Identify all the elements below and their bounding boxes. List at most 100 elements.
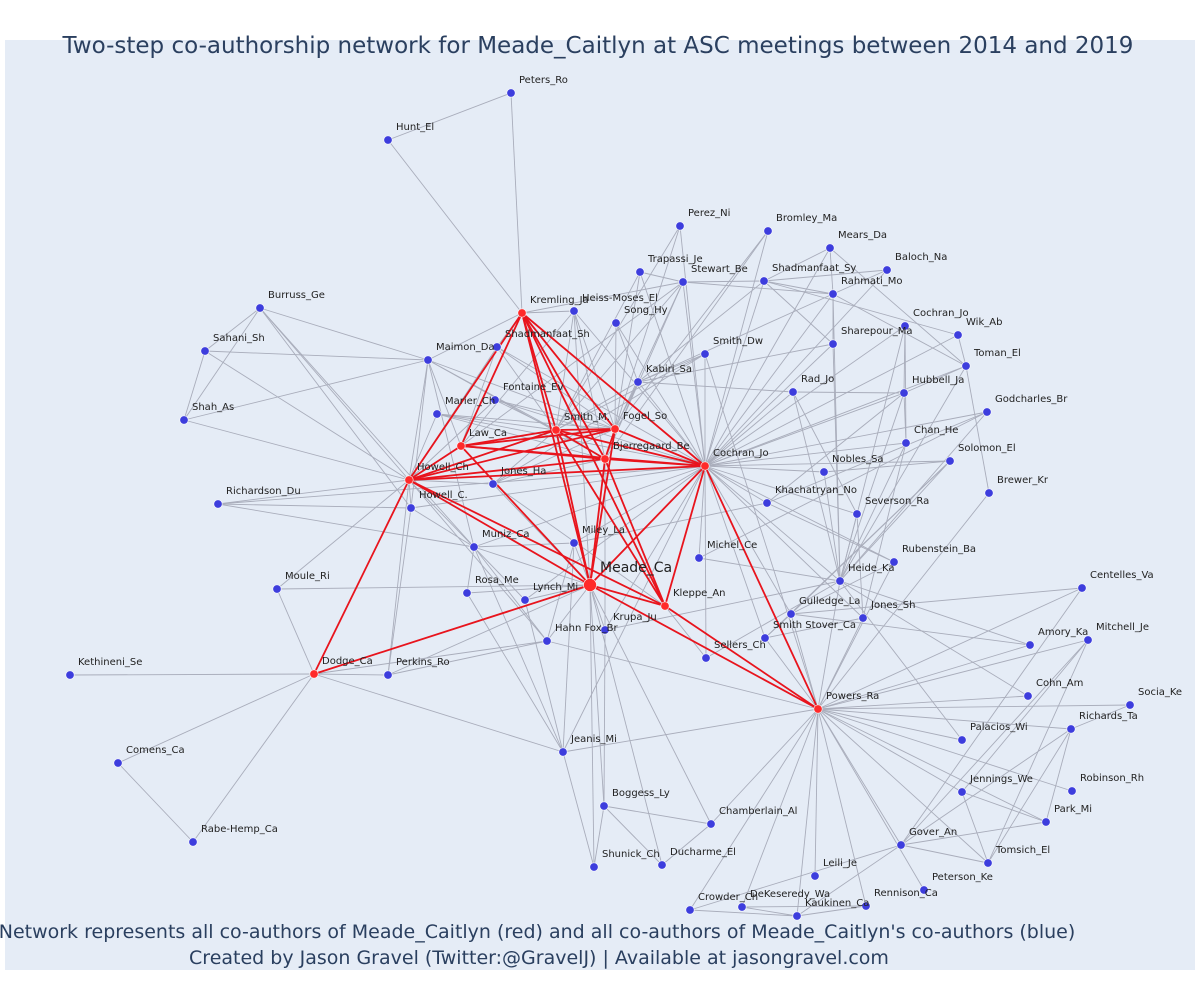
node-shunick-ch[interactable] bbox=[589, 862, 599, 872]
node-lynch-mi[interactable] bbox=[520, 595, 530, 605]
node-smith-m-[interactable] bbox=[551, 425, 561, 435]
node-law-ca[interactable] bbox=[456, 441, 466, 451]
node-rennison-ca[interactable] bbox=[861, 901, 871, 911]
node-dekeseredy-wa[interactable] bbox=[737, 902, 747, 912]
node-cochran-jo[interactable] bbox=[700, 461, 710, 471]
node-brewer-kr[interactable] bbox=[984, 488, 994, 498]
node-moule-ri[interactable] bbox=[272, 584, 282, 594]
node-boggess-ly[interactable] bbox=[599, 801, 609, 811]
node-peters-ro[interactable] bbox=[506, 88, 516, 98]
edge-gray bbox=[639, 271, 706, 467]
edge-gray bbox=[741, 905, 867, 908]
node-toman-el[interactable] bbox=[961, 361, 971, 371]
node-meade-ca[interactable] bbox=[583, 578, 597, 592]
node-fogel-so[interactable] bbox=[610, 424, 620, 434]
node-hubbell-ja[interactable] bbox=[899, 388, 909, 398]
node-powers-ra[interactable] bbox=[813, 704, 823, 714]
node-bjerregaard-be[interactable] bbox=[600, 454, 610, 464]
node-gulledge-la[interactable] bbox=[786, 609, 796, 619]
node-rahmati-mo[interactable] bbox=[828, 289, 838, 299]
node-smith-stover-ca[interactable] bbox=[760, 633, 770, 643]
node-gover-an[interactable] bbox=[896, 840, 906, 850]
node-smith-dw[interactable] bbox=[700, 349, 710, 359]
node-heiss-moses-el[interactable] bbox=[569, 306, 579, 316]
node-jeanis-mi[interactable] bbox=[558, 747, 568, 757]
node-centelles-va[interactable] bbox=[1077, 583, 1087, 593]
node-trapassi-je[interactable] bbox=[635, 267, 645, 277]
node-shah-as[interactable] bbox=[179, 415, 189, 425]
node-bromley-ma[interactable] bbox=[763, 226, 773, 236]
node-kleppe-an[interactable] bbox=[660, 601, 670, 611]
node-jones-ha[interactable] bbox=[488, 479, 498, 489]
node-fontaine-ev[interactable] bbox=[490, 395, 500, 405]
node-howell-ch[interactable] bbox=[404, 475, 414, 485]
node-sahani-sh[interactable] bbox=[200, 346, 210, 356]
node-burruss-ge[interactable] bbox=[255, 303, 265, 313]
node-amory-ka[interactable] bbox=[1025, 640, 1035, 650]
node-godcharles-br[interactable] bbox=[982, 407, 992, 417]
node-crowder-ch[interactable] bbox=[685, 905, 695, 915]
node-khachatryan-no[interactable] bbox=[762, 498, 772, 508]
node-perkins-ro[interactable] bbox=[383, 670, 393, 680]
node-park-mi[interactable] bbox=[1041, 817, 1051, 827]
node-maimon-da[interactable] bbox=[423, 355, 433, 365]
node-jones-sh[interactable] bbox=[858, 613, 868, 623]
edge-gray bbox=[473, 546, 548, 642]
node-rabe-hemp-ca[interactable] bbox=[188, 837, 198, 847]
node-rosa-me[interactable] bbox=[462, 588, 472, 598]
node-michel-ce[interactable] bbox=[694, 553, 704, 563]
node-robinson-rh[interactable] bbox=[1067, 786, 1077, 796]
node-palacios-wi[interactable] bbox=[957, 735, 967, 745]
node-chamberlain-al[interactable] bbox=[706, 819, 716, 829]
node-cohn-am[interactable] bbox=[1023, 691, 1033, 701]
node-kabiri-sa[interactable] bbox=[633, 377, 643, 387]
edge-red bbox=[664, 605, 819, 710]
node-richards-ta[interactable] bbox=[1066, 724, 1076, 734]
node-label: Hubbell_Ja bbox=[912, 375, 964, 386]
node-socia-ke[interactable] bbox=[1125, 700, 1135, 710]
node-richardson-du[interactable] bbox=[213, 499, 223, 509]
node-howell-c-[interactable] bbox=[406, 503, 416, 513]
edge-gray bbox=[436, 413, 557, 431]
edge-gray bbox=[259, 307, 429, 361]
node-comens-ca[interactable] bbox=[113, 758, 123, 768]
node-hahn-fox-br[interactable] bbox=[542, 636, 552, 646]
node-dodge-ca[interactable] bbox=[309, 669, 319, 679]
node-sharepour-ma[interactable] bbox=[828, 339, 838, 349]
node-rad-jo[interactable] bbox=[788, 387, 798, 397]
node-nobles-sa[interactable] bbox=[819, 467, 829, 477]
node-muniz-ca[interactable] bbox=[469, 542, 479, 552]
node-rubenstein-ba[interactable] bbox=[889, 557, 899, 567]
node-sellers-ch[interactable] bbox=[701, 653, 711, 663]
node-cochran-jo2[interactable] bbox=[900, 321, 910, 331]
node-mears-da[interactable] bbox=[825, 243, 835, 253]
node-baloch-na[interactable] bbox=[882, 265, 892, 275]
node-tomsich-el[interactable] bbox=[983, 858, 993, 868]
node-hunt-el[interactable] bbox=[383, 135, 393, 145]
node-marier-ch[interactable] bbox=[432, 409, 442, 419]
node-shadmanfaat-sh[interactable] bbox=[492, 342, 502, 352]
node-miley-la[interactable] bbox=[569, 538, 579, 548]
node-ducharme-el[interactable] bbox=[657, 860, 667, 870]
node-stewart-be[interactable] bbox=[678, 277, 688, 287]
node-shadmanfaat-sy[interactable] bbox=[759, 276, 769, 286]
node-label: Park_Mi bbox=[1054, 804, 1092, 815]
node-peterson-ke[interactable] bbox=[919, 885, 929, 895]
node-leili-je[interactable] bbox=[810, 871, 820, 881]
node-jennings-we[interactable] bbox=[957, 787, 967, 797]
node-song-hy[interactable] bbox=[611, 318, 621, 328]
node-krupa-ju[interactable] bbox=[600, 625, 610, 635]
node-wik-ab[interactable] bbox=[953, 330, 963, 340]
node-heide-ka[interactable] bbox=[835, 576, 845, 586]
node-perez-ni[interactable] bbox=[675, 221, 685, 231]
edge-gray bbox=[408, 479, 412, 509]
node-label: Smith Stover_Ca bbox=[773, 620, 856, 631]
node-mitchell-je[interactable] bbox=[1083, 635, 1093, 645]
node-severson-ra[interactable] bbox=[852, 509, 862, 519]
node-chan-he[interactable] bbox=[901, 438, 911, 448]
node-kaukinen-ca[interactable] bbox=[792, 911, 802, 921]
node-kethineni-se[interactable] bbox=[65, 670, 75, 680]
edge-red bbox=[408, 312, 523, 481]
node-solomon-el[interactable] bbox=[945, 456, 955, 466]
node-kremling-ja[interactable] bbox=[517, 308, 527, 318]
